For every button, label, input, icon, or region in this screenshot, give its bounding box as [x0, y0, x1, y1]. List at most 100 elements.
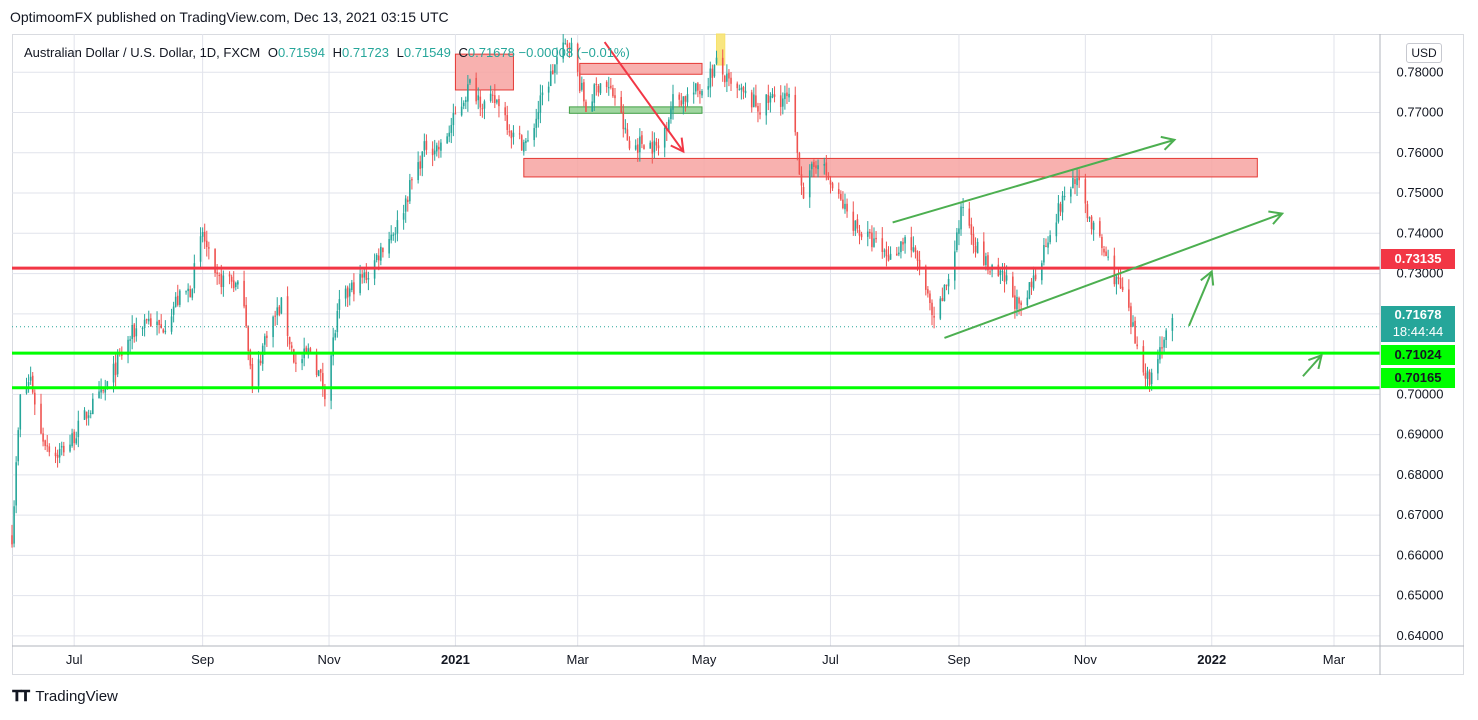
candle-body [1018, 297, 1020, 304]
candle [1136, 336, 1138, 350]
candle [382, 247, 384, 258]
candle [825, 154, 828, 181]
candle-body [653, 140, 656, 153]
candle [446, 133, 448, 144]
candle-body [69, 444, 71, 452]
candle [699, 84, 701, 104]
forecast-arrowhead-1 [1200, 269, 1215, 286]
candle [462, 100, 465, 110]
candle-body [885, 249, 888, 257]
candle-body [744, 90, 747, 94]
candle [605, 80, 608, 93]
candle [69, 434, 71, 453]
candle-body [58, 448, 61, 458]
candle-body [164, 330, 167, 333]
candle [336, 303, 339, 338]
candle [931, 299, 933, 326]
candle-body [931, 302, 933, 316]
y-tick-label: 0.75000 [1397, 185, 1444, 200]
candle [854, 220, 857, 237]
candle-body [1070, 189, 1072, 197]
current-price-value: 0.71678 [1394, 307, 1442, 322]
candle-body [939, 298, 942, 319]
candle [185, 290, 187, 295]
candle [653, 132, 656, 159]
candle [272, 315, 274, 348]
candle-body [288, 336, 291, 345]
candle [419, 155, 422, 176]
candle [1134, 316, 1136, 344]
candle [187, 283, 189, 303]
candle [941, 287, 944, 302]
candle [330, 353, 332, 410]
channel-upper-line [892, 138, 1175, 224]
candle [840, 190, 842, 202]
symbol-title[interactable]: Australian Dollar / U.S. Dollar, 1D, FXC… [24, 45, 261, 60]
candle [1043, 238, 1045, 266]
candle [396, 210, 399, 242]
candle-body [796, 132, 799, 153]
resistance-price-tag: 0.73135 [1381, 249, 1455, 269]
y-tick-label: 0.78000 [1397, 64, 1444, 79]
candle-body [552, 70, 554, 75]
candle-body [556, 57, 558, 65]
tradingview-logo[interactable]: 𝐓𝐓 TradingView [12, 688, 118, 705]
candle [205, 230, 208, 257]
candle [1084, 173, 1087, 214]
candle-body [266, 335, 268, 339]
candle-body [145, 318, 148, 321]
candle [290, 341, 293, 354]
candle-body [983, 241, 985, 266]
candle-body [933, 315, 935, 318]
candle-body [655, 142, 658, 146]
candle-body [1032, 275, 1035, 289]
candle [871, 225, 873, 252]
candle-body [187, 288, 189, 292]
candle [425, 134, 428, 155]
candle [409, 173, 411, 204]
candle [440, 139, 442, 158]
candle-body [811, 163, 813, 170]
candle [208, 241, 210, 260]
candle-body [63, 445, 65, 453]
currency-button[interactable]: USD [1406, 43, 1442, 63]
candle-body [127, 339, 129, 356]
candle-body [13, 506, 15, 544]
candle [730, 72, 732, 92]
candle [786, 83, 788, 105]
forecast-arrow-2 [1302, 354, 1323, 377]
candle [133, 323, 136, 343]
candle-body [1003, 271, 1006, 282]
candle [583, 79, 585, 107]
candle [172, 301, 175, 323]
candle-body [346, 287, 349, 298]
candle-body [583, 82, 585, 102]
candle-body [634, 145, 637, 150]
candle [421, 151, 424, 177]
candle [40, 393, 42, 435]
candle-body [307, 348, 310, 353]
candle-body [60, 446, 63, 448]
candle-body [765, 94, 768, 116]
candle-body [315, 352, 318, 375]
candle-body [278, 306, 281, 315]
support-upper-price-tag: 0.71024 [1381, 345, 1455, 365]
candle-body [721, 57, 724, 75]
candle-body [249, 350, 252, 366]
candle-body [147, 318, 150, 322]
candle-body [31, 375, 34, 393]
candle [423, 133, 426, 157]
candle [856, 214, 859, 233]
candle [475, 72, 477, 105]
candle [643, 144, 645, 150]
candle [365, 263, 368, 284]
candle [75, 431, 78, 445]
candle-body [104, 388, 107, 393]
candle-body [25, 386, 28, 394]
candle [203, 223, 206, 249]
candle-body [87, 415, 90, 418]
candle [1103, 245, 1105, 257]
candle [895, 246, 898, 256]
candle [987, 252, 989, 275]
